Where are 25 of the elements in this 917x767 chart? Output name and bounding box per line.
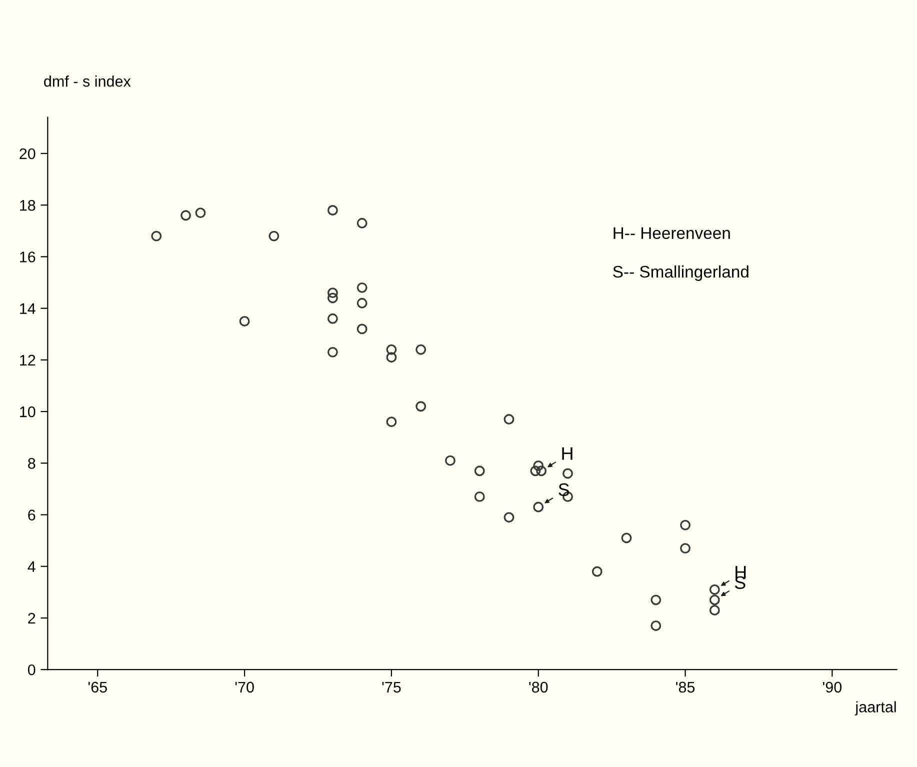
y-tick-label: 4 [28, 561, 36, 572]
annotation: H [562, 447, 572, 460]
y-tick-label: 2 [28, 612, 36, 624]
annotation: S [734, 576, 746, 589]
x-axis-title: jaartal [854, 701, 896, 716]
annotation: S [558, 483, 570, 496]
y-tick-label: 8 [28, 458, 36, 469]
x-tick-label: '80 [529, 682, 548, 693]
x-tick-label: '65 [88, 682, 107, 693]
y-tick-label: 18 [20, 200, 36, 211]
y-tick-label: 10 [20, 406, 36, 418]
x-tick-label: '90 [823, 682, 842, 693]
y-tick-label: 14 [20, 303, 36, 314]
y-tick-label: 16 [20, 252, 36, 262]
y-tick-label: 0 [28, 664, 36, 676]
y-tick-label: 20 [20, 148, 36, 160]
annotation: H [736, 566, 746, 578]
x-tick-label: '75 [382, 682, 401, 693]
x-tick-label: '85 [676, 682, 695, 693]
y-axis-title: dmf - s index [44, 75, 131, 87]
annotation: S-- Smallingerland [613, 265, 748, 281]
annotation: H-- Heerenveen [614, 227, 730, 240]
x-tick-label: '70 [235, 682, 254, 693]
y-tick-label: 12 [20, 354, 36, 366]
y-tick-label: 6 [28, 510, 36, 520]
